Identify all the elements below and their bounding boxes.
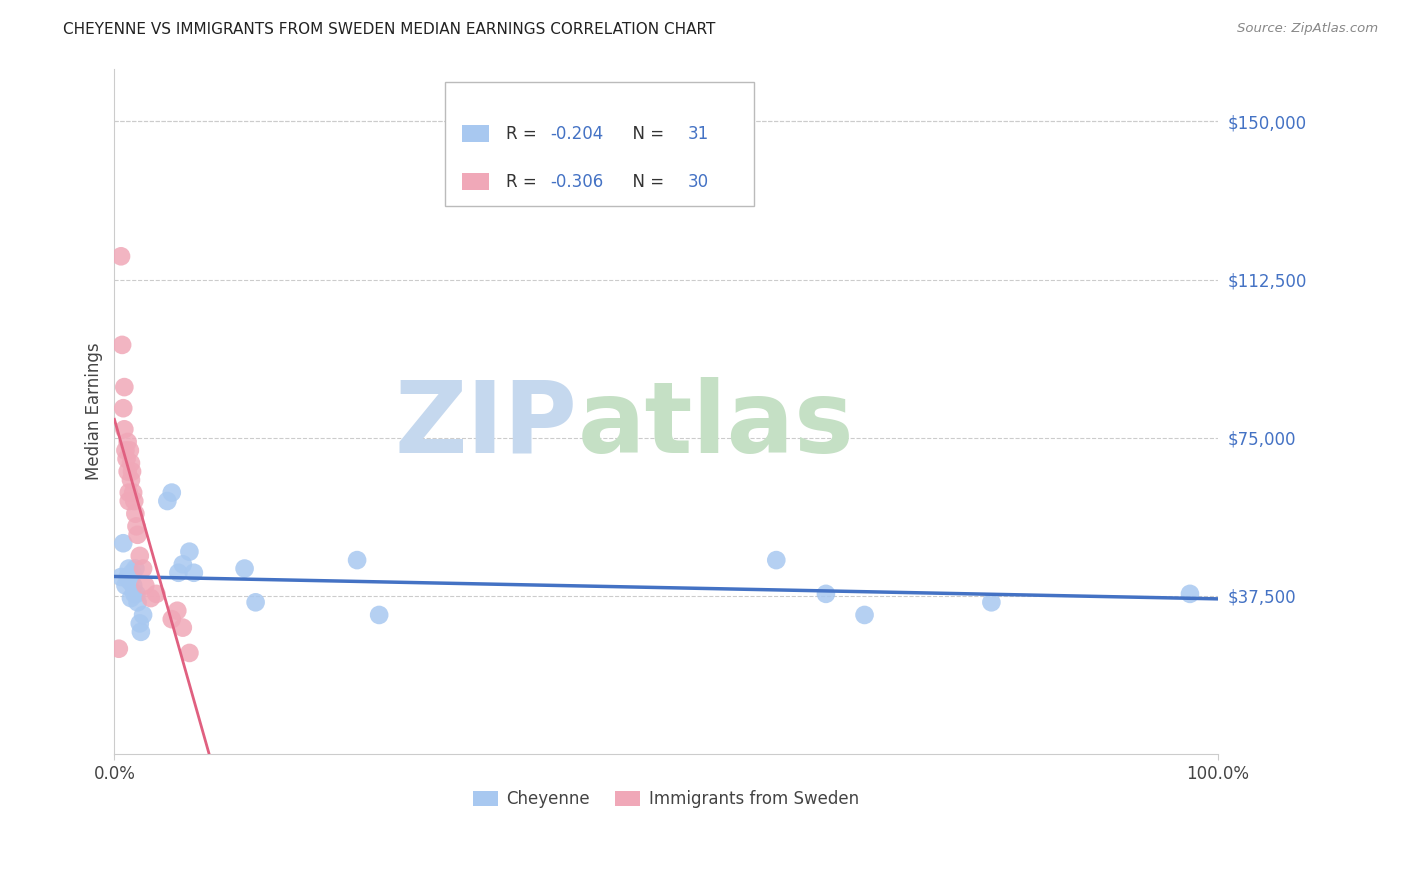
Point xyxy=(122,485,145,500)
Point xyxy=(1178,587,1201,601)
Text: N =: N = xyxy=(621,173,669,191)
Text: R =: R = xyxy=(506,125,543,143)
Point xyxy=(179,646,201,660)
Point xyxy=(160,612,183,626)
Point xyxy=(124,507,146,521)
Point xyxy=(167,566,190,580)
Point xyxy=(134,578,156,592)
Point xyxy=(814,587,837,601)
Point xyxy=(128,616,150,631)
FancyBboxPatch shape xyxy=(463,173,489,190)
Point xyxy=(122,494,145,508)
Point xyxy=(124,561,146,575)
Point xyxy=(125,587,148,601)
Point xyxy=(346,553,368,567)
Point xyxy=(118,561,141,575)
Point xyxy=(120,456,142,470)
Point xyxy=(121,465,143,479)
Point xyxy=(118,485,141,500)
Point xyxy=(114,443,136,458)
Point xyxy=(117,465,139,479)
Text: ZIP: ZIP xyxy=(395,376,578,474)
Point xyxy=(127,595,149,609)
Point xyxy=(980,595,1002,609)
Point xyxy=(115,451,138,466)
Point xyxy=(121,566,143,580)
Point xyxy=(172,558,194,572)
Text: 31: 31 xyxy=(688,125,709,143)
Point xyxy=(118,574,141,589)
Point xyxy=(245,595,267,609)
Point xyxy=(765,553,787,567)
Text: R =: R = xyxy=(506,173,543,191)
Text: N =: N = xyxy=(621,125,669,143)
FancyBboxPatch shape xyxy=(446,82,754,206)
Point xyxy=(145,587,167,601)
Point xyxy=(117,570,139,584)
Point xyxy=(160,485,183,500)
Point xyxy=(112,401,135,416)
Point xyxy=(118,494,141,508)
Point xyxy=(128,549,150,563)
Point xyxy=(139,591,162,605)
Point xyxy=(118,443,141,458)
Point xyxy=(853,607,876,622)
Point xyxy=(127,528,149,542)
Point xyxy=(111,338,134,352)
Text: -0.204: -0.204 xyxy=(550,125,603,143)
Text: 30: 30 xyxy=(688,173,709,191)
Point xyxy=(120,473,142,487)
Point xyxy=(108,641,131,656)
Point xyxy=(129,624,152,639)
Point xyxy=(114,578,136,592)
Point xyxy=(166,604,188,618)
Point xyxy=(110,249,132,263)
Point xyxy=(156,494,179,508)
Text: Source: ZipAtlas.com: Source: ZipAtlas.com xyxy=(1237,22,1378,36)
Point xyxy=(112,422,135,436)
Point xyxy=(117,434,139,449)
Point xyxy=(110,570,132,584)
Text: atlas: atlas xyxy=(578,376,855,474)
Point xyxy=(112,380,135,394)
Point xyxy=(172,621,194,635)
Text: -0.306: -0.306 xyxy=(550,173,603,191)
Point xyxy=(179,544,201,558)
Text: CHEYENNE VS IMMIGRANTS FROM SWEDEN MEDIAN EARNINGS CORRELATION CHART: CHEYENNE VS IMMIGRANTS FROM SWEDEN MEDIA… xyxy=(63,22,716,37)
Point xyxy=(125,519,148,533)
Point xyxy=(183,566,205,580)
Point xyxy=(132,561,155,575)
Y-axis label: Median Earnings: Median Earnings xyxy=(86,343,103,480)
Point xyxy=(112,536,135,550)
Legend: Cheyenne, Immigrants from Sweden: Cheyenne, Immigrants from Sweden xyxy=(467,783,865,814)
FancyBboxPatch shape xyxy=(463,125,489,142)
Point xyxy=(122,587,145,601)
Point xyxy=(132,607,155,622)
Point xyxy=(122,578,145,592)
Point xyxy=(233,561,256,575)
Point xyxy=(120,591,142,605)
Point xyxy=(368,607,391,622)
